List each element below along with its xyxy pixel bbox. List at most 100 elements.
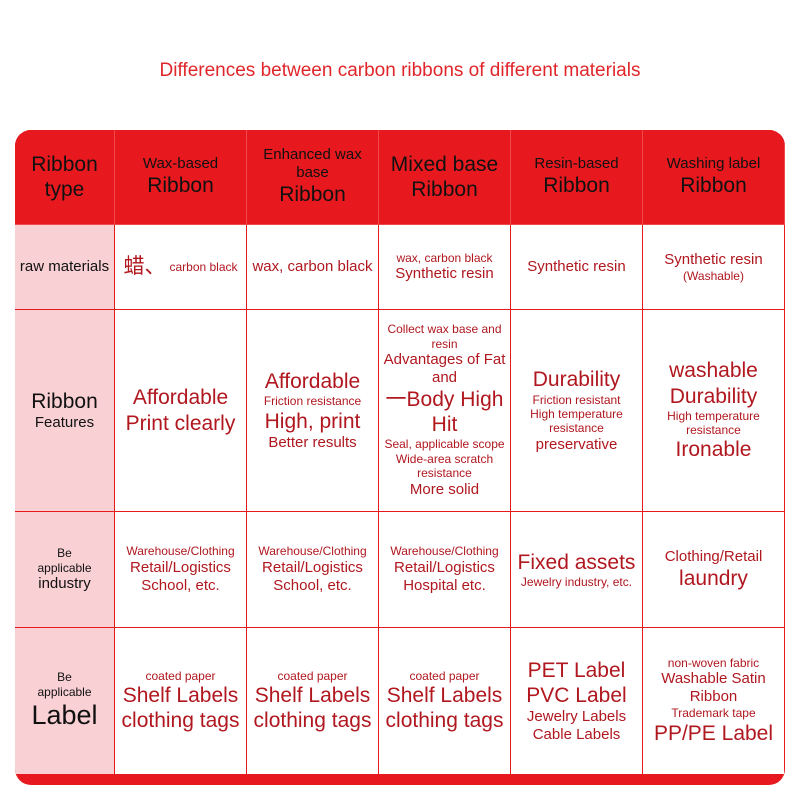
cell-text: PP/PE Label [653, 721, 774, 745]
cell-text: Collect wax base and resin [387, 322, 502, 351]
table-cell: Be applicable Label [15, 628, 115, 775]
cell-text: Ribbon [31, 152, 98, 176]
cell-text: Synthetic resin [527, 258, 626, 275]
table-cell: Ribbon type [15, 130, 115, 225]
cell-text: clothing tags [385, 709, 504, 733]
cell-text: School, etc. [273, 576, 352, 594]
cell-text: Enhanced wax base [263, 146, 362, 182]
cell-text: More solid [409, 480, 480, 498]
table-cell: Affordable Print clearly [115, 310, 247, 512]
cell-text: School, etc. [141, 576, 220, 594]
cell-text: Features [34, 414, 95, 432]
table-cell: raw materials [15, 225, 115, 310]
cell-text: Warehouse/Clothing [126, 544, 235, 559]
cell-text: washable [669, 359, 758, 383]
table-cell: Fixed assets Jewelry industry, etc. [511, 512, 643, 628]
table-cell: Ribbon Features [15, 310, 115, 512]
cell-text: Durability [532, 368, 621, 392]
title: Differences between carbon ribbons of di… [159, 60, 641, 81]
cell-text: carbon black [169, 259, 238, 274]
cell-text: PET Label [527, 658, 626, 682]
cell-text: Washable Satin Ribbon [661, 670, 766, 706]
table-cell: Resin-based Ribbon [511, 130, 643, 225]
table-cell: washable Durability High temperature resis… [643, 310, 785, 512]
cell-text: wax, carbon black [252, 258, 373, 275]
table-cell: Affordable Friction resistance High, print… [247, 310, 379, 512]
cell-text: coated paper [409, 668, 480, 683]
cell-text: wax, carbon black [396, 250, 493, 265]
cell-text: Advantages of Fat and [383, 351, 506, 387]
cell-text: Warehouse/Clothing [258, 544, 367, 559]
cell-text: Ribbon [543, 174, 610, 198]
cell-text: preservative [535, 435, 618, 453]
cell-text: coated paper [145, 668, 216, 683]
table-cell: non-woven fabric Washable Satin Ribbon Tra… [643, 628, 785, 775]
table-cell: Synthetic resin (Washable) [643, 225, 785, 310]
cell-text: (Washable) [683, 268, 744, 283]
table-cell: wax, carbon black [247, 225, 379, 310]
cell-text: clothing tags [121, 709, 240, 733]
cell-text: Synthetic resin [664, 250, 763, 268]
cell-text: Be [57, 546, 72, 561]
cell-text: Ironable [675, 438, 752, 462]
cell-text: Mixed base [390, 152, 499, 176]
cell-text: Wax-based [142, 155, 219, 173]
cell-text: Cable Labels [532, 726, 621, 744]
table-cell: Mixed base Ribbon [379, 130, 511, 225]
cell-text: Friction resistant [532, 392, 621, 407]
cell-text: Jewelry industry, etc. [520, 574, 633, 589]
comparison-table: Ribbon type Wax-based Ribbon Enhanced wax ba… [15, 130, 785, 785]
cell-text: Ribbon [31, 389, 98, 413]
cell-text: Be [57, 670, 72, 685]
table-cell: 蜡、 carbon black [115, 225, 247, 310]
cell-text: Retail/Logistics [394, 558, 495, 576]
cell-text: Hospital etc. [403, 576, 486, 594]
cell-text: Warehouse/Clothing [390, 544, 499, 559]
cell-text: High temperature resistance [667, 408, 760, 438]
table-cell: coated paper Shelf Labels clothing tags [247, 628, 379, 775]
table-cell: PET Label PVC Label Jewelry Labels Cable La… [511, 628, 643, 775]
cell-text: Friction resistance [263, 394, 362, 409]
cell-text: Affordable [264, 370, 361, 394]
cell-text: raw materials [19, 258, 110, 275]
cell-text: Shelf Labels [254, 684, 371, 707]
cell-text: Shelf Labels [386, 684, 503, 707]
cell-text: applicable [37, 560, 92, 575]
table-cell: Collect wax base and resin Advantages of … [379, 310, 511, 512]
cell-text: Retail/Logistics [130, 558, 231, 576]
table-cell: wax, carbon black Synthetic resin [379, 225, 511, 310]
cell-text: type [44, 178, 85, 201]
cell-text: Seal, applicable scope [384, 437, 505, 452]
cell-text: Affordable [132, 386, 229, 410]
table-cell: coated paper Shelf Labels clothing tags [115, 628, 247, 775]
cell-text: Trademark tape [671, 706, 756, 721]
cell-text: Durability [669, 384, 758, 408]
table-cell: Warehouse/Clothing Retail/Logistics School… [247, 512, 379, 628]
table-cell: Clothing/Retail laundry [643, 512, 785, 628]
cell-text: 蜡、 [123, 255, 166, 279]
cell-text: Resin-based [534, 155, 619, 173]
cell-text: Wide-area scratch resistance [395, 451, 494, 481]
cell-text: Ribbon [147, 174, 214, 198]
cell-text: industry [38, 574, 91, 592]
table-cell: Warehouse/Clothing Retail/Logistics Hospit… [379, 512, 511, 628]
table-cell: Durability Friction resistant High tempera… [511, 310, 643, 512]
cell-text: Clothing/Retail [664, 547, 763, 565]
cell-text: Retail/Logistics [262, 558, 363, 576]
cell-text: Fixed assets [517, 550, 636, 574]
cell-text: Shelf Labels [122, 684, 239, 707]
cell-text: Ribbon [279, 183, 346, 207]
cell-text: Ribbon [680, 174, 747, 198]
cell-text: 一Body High Hit [385, 388, 504, 437]
table-cell: coated paper Shelf Labels clothing tags [379, 628, 511, 775]
cell-text: laundry [679, 566, 748, 590]
table-cell: Wax-based Ribbon [115, 130, 247, 225]
cell-text: Jewelry Labels [526, 708, 627, 726]
cell-text: High, print [264, 409, 361, 433]
table-cell: Synthetic resin [511, 225, 643, 310]
cell-text: applicable [37, 684, 92, 699]
cell-text: Better results [268, 433, 357, 451]
table-cell: Enhanced wax base Ribbon [247, 130, 379, 225]
cell-text: High temperature resistance [530, 406, 623, 436]
cell-text: non-woven fabric [667, 656, 760, 671]
